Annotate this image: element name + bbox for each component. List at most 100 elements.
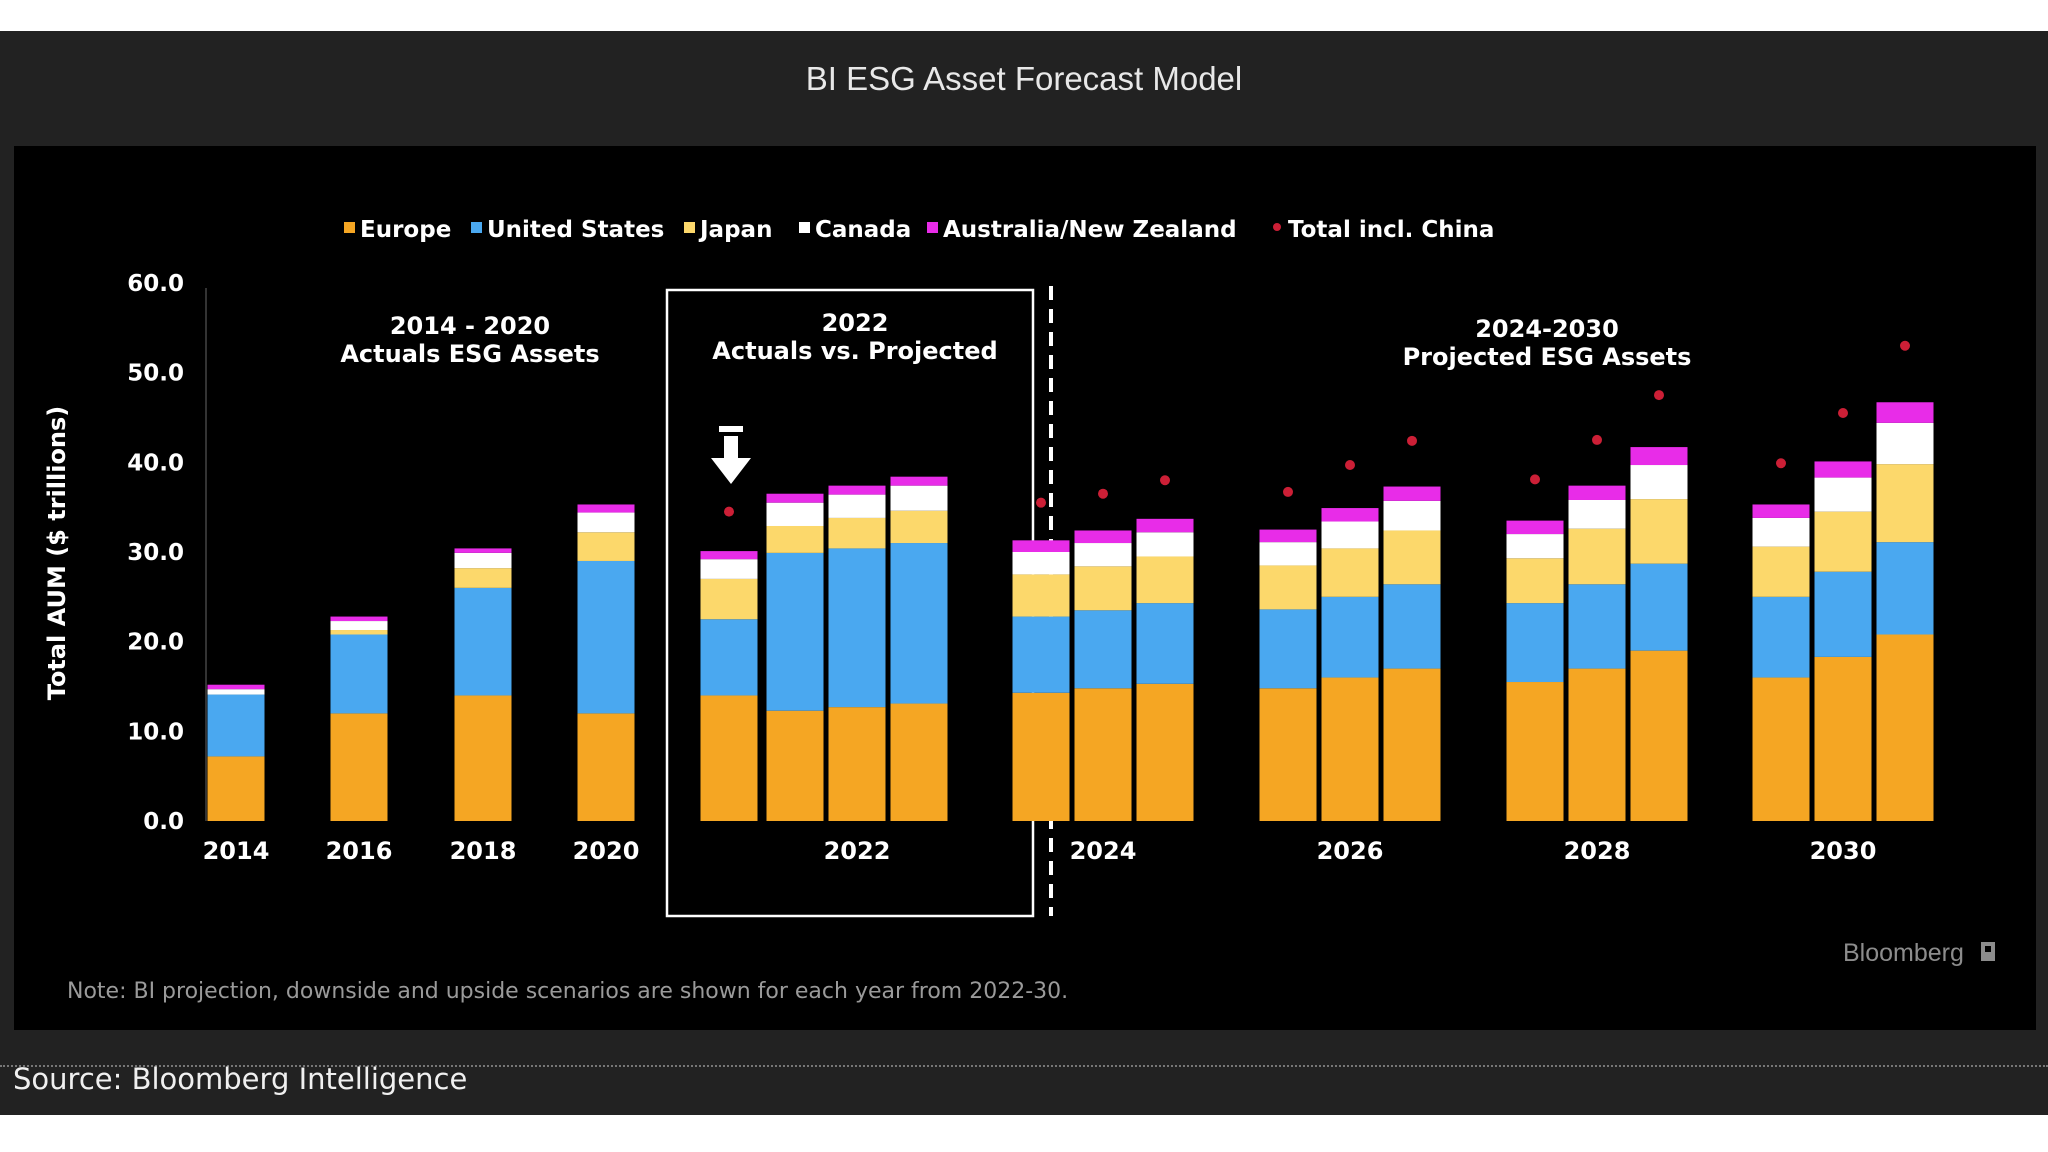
y-tick-label: 50.0: [127, 361, 184, 387]
y-tick-label: 60.0: [127, 271, 184, 297]
x-tick-label: 2016: [326, 837, 393, 865]
bar-segment-australia-new-zealand: [1506, 520, 1564, 535]
bar-segment-europe: [1136, 683, 1194, 821]
bar-segment-united-states: [1568, 584, 1626, 669]
x-tick-label: 2028: [1564, 837, 1631, 865]
bar-segment-japan: [1383, 530, 1441, 585]
compare-annotation-title: 2022: [822, 309, 889, 337]
legend-label: Japan: [698, 217, 772, 243]
bar-segment-europe: [1506, 682, 1564, 821]
y-tick-label: 10.0: [127, 719, 184, 745]
bar-segment-canada: [700, 559, 758, 579]
bar-segment-europe: [1752, 677, 1810, 821]
bar-segment-canada: [1259, 542, 1317, 566]
bar-segment-canada: [766, 502, 824, 526]
bar-segment-europe: [890, 703, 948, 821]
source-text: Source: Bloomberg Intelligence: [13, 1062, 468, 1096]
bar-segment-australia-new-zealand: [454, 548, 512, 553]
total-incl-china-marker: [1283, 486, 1293, 497]
bar-segment-australia-new-zealand: [1259, 529, 1317, 543]
bar-segment-united-states: [700, 619, 758, 696]
projected-annotation-subtitle: Projected ESG Assets: [1403, 343, 1692, 371]
bar-segment-japan: [1074, 566, 1132, 611]
bar-segment-europe: [1568, 668, 1626, 821]
total-incl-china-marker: [1900, 340, 1910, 351]
bar-segment-europe: [454, 695, 512, 821]
bar-segment-europe: [1012, 692, 1070, 821]
total-incl-china-marker: [1838, 408, 1848, 419]
legend-label: Australia/New Zealand: [943, 217, 1237, 243]
bar-segment-australia-new-zealand: [1876, 402, 1934, 423]
x-tick-label: 2020: [573, 837, 640, 865]
bloomberg-brand: Bloomberg: [1843, 939, 1964, 967]
compare-annotation-subtitle: Actuals vs. Projected: [712, 337, 997, 365]
bar-segment-japan: [330, 630, 388, 635]
bar-segment-canada: [1568, 499, 1626, 529]
total-incl-china-marker: [724, 506, 734, 517]
bar-segment-united-states: [1383, 584, 1441, 669]
bar-segment-europe: [828, 707, 886, 821]
x-tick-label: 2018: [450, 837, 517, 865]
legend-label: Europe: [360, 217, 451, 243]
bar-segment-canada: [1136, 532, 1194, 557]
source-divider: [0, 1065, 2048, 1068]
bar-segment-europe: [1383, 668, 1441, 821]
bar-segment-europe: [766, 710, 824, 821]
total-incl-china-marker: [1098, 488, 1108, 499]
y-tick-label: 20.0: [127, 630, 184, 656]
x-tick-label: 2026: [1317, 837, 1384, 865]
bar-segment-united-states: [890, 543, 948, 704]
bar-segment-japan: [766, 525, 824, 553]
projected-annotation-title: 2024-2030: [1475, 315, 1619, 343]
bar-segment-australia-new-zealand: [207, 684, 265, 690]
bar-segment-canada: [1506, 534, 1564, 559]
total-incl-china-marker: [1530, 474, 1540, 485]
bar-segment-japan: [1136, 556, 1194, 604]
bar-segment-united-states: [1752, 596, 1810, 678]
x-tick-label: 2014: [203, 837, 270, 865]
bar-segment-united-states: [1814, 571, 1872, 657]
bar-segment-canada: [1074, 543, 1132, 567]
bar-segment-canada: [1383, 500, 1441, 531]
bar-segment-canada: [890, 485, 948, 511]
bar-segment-australia-new-zealand: [1074, 530, 1132, 544]
bar-segment-japan: [890, 510, 948, 544]
bar-segment-united-states: [1506, 603, 1564, 683]
total-incl-china-marker: [1407, 435, 1417, 446]
bar-segment-canada: [1814, 477, 1872, 512]
bar-segment-united-states: [1012, 616, 1070, 693]
esg-asset-chart: 2014 - 2020 Actuals ESG Assets 2022 Actu…: [43, 217, 1995, 1004]
legend-swatch: [927, 222, 938, 233]
legend-swatch: [684, 222, 695, 233]
bar-segment-united-states: [207, 694, 265, 757]
y-tick-label: 0.0: [143, 809, 184, 835]
bar-segment-japan: [828, 517, 886, 549]
chart-note: Note: BI projection, downside and upside…: [67, 979, 1068, 1004]
down-arrow-icon: [711, 426, 751, 484]
bar-segment-australia-new-zealand: [890, 476, 948, 486]
chart-title: BI ESG Asset Forecast Model: [805, 60, 1243, 97]
legend-label: Canada: [815, 217, 911, 243]
bar-segment-australia-new-zealand: [700, 551, 758, 560]
x-tick-label: 2024: [1070, 837, 1137, 865]
bar-segment-canada: [1876, 422, 1934, 465]
bloomberg-terminal-icon: [1981, 942, 1995, 961]
bar-segment-united-states: [1259, 609, 1317, 689]
bar-segment-united-states: [1321, 596, 1379, 678]
bar-segment-canada: [1630, 465, 1688, 500]
total-incl-china-marker: [1776, 458, 1786, 469]
bar-segment-australia-new-zealand: [1383, 486, 1441, 501]
bar-segment-australia-new-zealand: [1568, 485, 1626, 500]
bar-segment-japan: [1876, 464, 1934, 543]
bar-segment-europe: [207, 756, 265, 821]
bar-segment-japan: [1259, 565, 1317, 610]
y-axis-label: Total AUM ($ trillions): [43, 406, 71, 701]
y-tick-label: 40.0: [127, 450, 184, 476]
bar-segment-europe: [1630, 650, 1688, 821]
bar-segment-europe: [700, 695, 758, 821]
total-incl-china-marker: [1592, 434, 1602, 445]
bar-segment-japan: [1012, 574, 1070, 617]
total-incl-china-marker: [1036, 497, 1046, 508]
bar-segment-united-states: [1136, 603, 1194, 684]
bar-segment-japan: [1568, 528, 1626, 585]
